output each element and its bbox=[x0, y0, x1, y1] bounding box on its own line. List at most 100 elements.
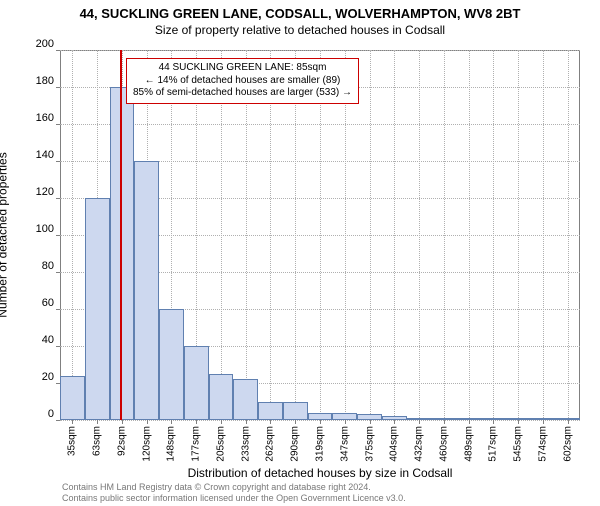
xtick-label: 63sqm bbox=[92, 426, 103, 456]
histogram-bar bbox=[308, 413, 333, 420]
gridline-v bbox=[221, 50, 222, 420]
gridline-v bbox=[469, 50, 470, 420]
xtick-label: 517sqm bbox=[488, 426, 499, 462]
xtick-mark bbox=[122, 420, 123, 424]
attribution-text: Contains HM Land Registry data © Crown c… bbox=[62, 482, 406, 504]
histogram-bar bbox=[258, 402, 283, 421]
xtick-mark bbox=[196, 420, 197, 424]
chart-title-line2: Size of property relative to detached ho… bbox=[0, 23, 600, 37]
chart-area: 44 SUCKLING GREEN LANE: 85sqm ← 14% of d… bbox=[60, 50, 580, 420]
gridline-v bbox=[568, 50, 569, 420]
xtick-label: 375sqm bbox=[364, 426, 375, 462]
gridline-v bbox=[72, 50, 73, 420]
attribution-line1: Contains HM Land Registry data © Crown c… bbox=[62, 482, 406, 493]
gridline-v bbox=[320, 50, 321, 420]
xtick-mark bbox=[518, 420, 519, 424]
attribution-line2: Contains public sector information licen… bbox=[62, 493, 406, 504]
ytick-label: 40 bbox=[0, 334, 54, 346]
ytick-mark bbox=[56, 50, 60, 51]
ytick-mark bbox=[56, 235, 60, 236]
gridline-v bbox=[543, 50, 544, 420]
xtick-label: 489sqm bbox=[463, 426, 474, 462]
ytick-mark bbox=[56, 87, 60, 88]
xtick-mark bbox=[221, 420, 222, 424]
marker-line bbox=[120, 50, 122, 420]
gridline-v bbox=[370, 50, 371, 420]
ytick-mark bbox=[56, 161, 60, 162]
xtick-label: 432sqm bbox=[414, 426, 425, 462]
gridline-v bbox=[270, 50, 271, 420]
xtick-label: 460sqm bbox=[438, 426, 449, 462]
ytick-mark bbox=[56, 309, 60, 310]
xtick-label: 347sqm bbox=[339, 426, 350, 462]
ytick-label: 180 bbox=[0, 75, 54, 87]
annotation-line3: 85% of semi-detached houses are larger (… bbox=[133, 87, 352, 100]
gridline-v bbox=[419, 50, 420, 420]
xtick-mark bbox=[171, 420, 172, 424]
ytick-label: 140 bbox=[0, 149, 54, 161]
xtick-mark bbox=[270, 420, 271, 424]
gridline-v bbox=[493, 50, 494, 420]
ytick-mark bbox=[56, 124, 60, 125]
xtick-mark bbox=[493, 420, 494, 424]
histogram-bar bbox=[233, 379, 258, 420]
xtick-label: 205sqm bbox=[215, 426, 226, 462]
ytick-label: 80 bbox=[0, 260, 54, 272]
ytick-mark bbox=[56, 198, 60, 199]
ytick-label: 120 bbox=[0, 186, 54, 198]
ytick-label: 200 bbox=[0, 38, 54, 50]
annotation-line1: 44 SUCKLING GREEN LANE: 85sqm bbox=[133, 62, 352, 75]
xtick-mark bbox=[543, 420, 544, 424]
xtick-mark bbox=[147, 420, 148, 424]
xtick-mark bbox=[568, 420, 569, 424]
xtick-label: 290sqm bbox=[290, 426, 301, 462]
ytick-mark bbox=[56, 420, 60, 421]
xtick-label: 148sqm bbox=[166, 426, 177, 462]
ytick-mark bbox=[56, 346, 60, 347]
histogram-bar bbox=[159, 309, 184, 420]
histogram-bar bbox=[110, 87, 135, 420]
gridline-v bbox=[394, 50, 395, 420]
xtick-mark bbox=[97, 420, 98, 424]
xtick-mark bbox=[444, 420, 445, 424]
xtick-mark bbox=[246, 420, 247, 424]
xtick-label: 574sqm bbox=[537, 426, 548, 462]
x-axis-label: Distribution of detached houses by size … bbox=[60, 466, 580, 480]
ytick-label: 0 bbox=[0, 408, 54, 420]
histogram-bar bbox=[209, 374, 234, 420]
xtick-label: 120sqm bbox=[141, 426, 152, 462]
xtick-label: 92sqm bbox=[116, 426, 127, 456]
xtick-mark bbox=[320, 420, 321, 424]
ytick-label: 160 bbox=[0, 112, 54, 124]
y-axis-label: Number of detached properties bbox=[0, 152, 9, 317]
chart-title-line1: 44, SUCKLING GREEN LANE, CODSALL, WOLVER… bbox=[0, 6, 600, 21]
xtick-label: 404sqm bbox=[389, 426, 400, 462]
xtick-label: 177sqm bbox=[191, 426, 202, 462]
ytick-label: 20 bbox=[0, 371, 54, 383]
histogram-bar bbox=[60, 376, 85, 420]
annotation-box: 44 SUCKLING GREEN LANE: 85sqm ← 14% of d… bbox=[126, 58, 359, 104]
xtick-label: 35sqm bbox=[67, 426, 78, 456]
xtick-mark bbox=[370, 420, 371, 424]
gridline-v bbox=[246, 50, 247, 420]
xtick-mark bbox=[72, 420, 73, 424]
histogram-bar bbox=[134, 161, 159, 420]
xtick-label: 545sqm bbox=[513, 426, 524, 462]
xtick-mark bbox=[394, 420, 395, 424]
xtick-mark bbox=[345, 420, 346, 424]
histogram-bar bbox=[184, 346, 209, 420]
gridline-v bbox=[444, 50, 445, 420]
gridline-v bbox=[295, 50, 296, 420]
ytick-label: 60 bbox=[0, 297, 54, 309]
histogram-bar bbox=[85, 198, 110, 420]
annotation-line2: ← 14% of detached houses are smaller (89… bbox=[133, 75, 352, 88]
xtick-label: 602sqm bbox=[562, 426, 573, 462]
xtick-label: 319sqm bbox=[315, 426, 326, 462]
xtick-mark bbox=[295, 420, 296, 424]
ytick-mark bbox=[56, 383, 60, 384]
ytick-mark bbox=[56, 272, 60, 273]
ytick-label: 100 bbox=[0, 223, 54, 235]
histogram-bar bbox=[332, 413, 357, 420]
xtick-label: 233sqm bbox=[240, 426, 251, 462]
gridline-v bbox=[518, 50, 519, 420]
